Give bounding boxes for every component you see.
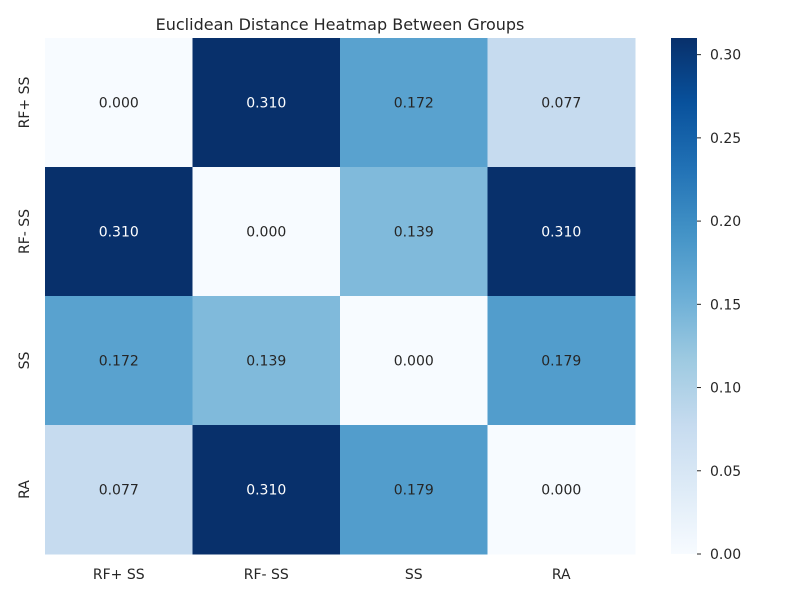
y-axis-tick-labels: RF+ SS RF- SS SS RA xyxy=(17,77,33,499)
heatmap-cell xyxy=(487,167,636,297)
x-tick-label: RF- SS xyxy=(244,567,289,583)
cell-value-label: 0.077 xyxy=(541,96,581,112)
colorbar-tick-label: 0.10 xyxy=(710,381,741,397)
cell-value-label: 0.310 xyxy=(246,483,286,499)
x-tick-label: SS xyxy=(405,567,423,583)
cell-value-label: 0.000 xyxy=(541,483,581,499)
cell-value-label: 0.310 xyxy=(541,225,581,241)
cell-value-label: 0.139 xyxy=(246,354,286,370)
x-tick-label: RA xyxy=(552,567,571,583)
chart-title: Euclidean Distance Heatmap Between Group… xyxy=(156,15,525,34)
y-tick-label: RF+ SS xyxy=(17,77,33,129)
heatmap-cell xyxy=(487,296,636,426)
colorbar-tick-label: 0.20 xyxy=(710,214,741,230)
heatmap-cell xyxy=(45,296,193,426)
colorbar: 0.00 0.05 0.10 0.15 0.20 0.25 0.30 xyxy=(671,38,741,563)
heatmap-cells: 0.000 0.310 0.172 0.077 0.310 0.000 0.139 0.310… xyxy=(45,38,636,555)
heatmap-cell xyxy=(45,38,193,168)
cell-value-label: 0.172 xyxy=(394,96,434,112)
colorbar-gradient xyxy=(671,38,697,554)
colorbar-tick-label: 0.00 xyxy=(710,547,741,563)
y-tick-label: RF- SS xyxy=(17,209,33,254)
x-axis-tick-labels: RF+ SS RF- SS SS RA xyxy=(93,567,571,583)
heatmap-cell xyxy=(487,425,636,555)
cell-value-label: 0.000 xyxy=(394,354,434,370)
heatmap-cell xyxy=(45,425,193,555)
cell-value-label: 0.310 xyxy=(99,225,139,241)
heatmap-cell xyxy=(340,38,488,168)
y-tick-label: RA xyxy=(17,480,33,499)
colorbar-tick-label: 0.15 xyxy=(710,297,741,313)
heatmap-cell xyxy=(487,38,636,168)
colorbar-tick-label: 0.25 xyxy=(710,131,741,147)
x-tick-label: RF+ SS xyxy=(93,567,145,583)
colorbar-tick-label: 0.30 xyxy=(710,48,741,64)
heatmap-cell xyxy=(45,167,193,297)
y-tick-label: SS xyxy=(17,352,33,370)
cell-value-label: 0.310 xyxy=(246,96,286,112)
cell-value-label: 0.000 xyxy=(246,225,286,241)
cell-value-label: 0.179 xyxy=(541,354,581,370)
heatmap-cell xyxy=(192,38,341,168)
cell-value-label: 0.172 xyxy=(99,354,139,370)
colorbar-tick-label: 0.05 xyxy=(710,464,741,480)
cell-value-label: 0.179 xyxy=(394,483,434,499)
heatmap-cell xyxy=(340,167,488,297)
heatmap-cell xyxy=(192,296,341,426)
heatmap-cell xyxy=(340,296,488,426)
cell-value-label: 0.139 xyxy=(394,225,434,241)
heatmap-cell xyxy=(192,167,341,297)
cell-value-label: 0.000 xyxy=(99,96,139,112)
cell-value-label: 0.077 xyxy=(99,483,139,499)
heatmap-cell xyxy=(192,425,341,555)
heatmap-cell xyxy=(340,425,488,555)
